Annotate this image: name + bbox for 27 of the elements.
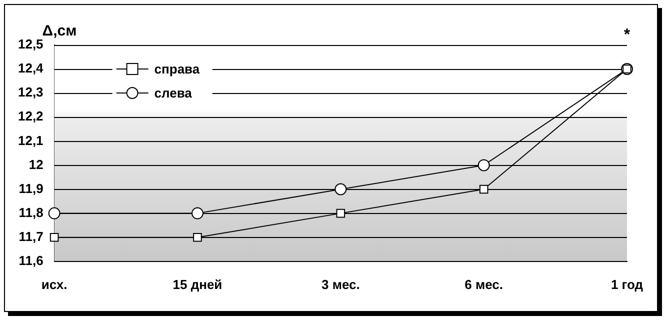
y-tick-label: 12,2 — [18, 108, 44, 124]
x-tick-label: 15 дней — [172, 276, 222, 292]
point — [191, 207, 204, 220]
x-tick-label: исх. — [41, 276, 68, 292]
point — [48, 207, 60, 220]
point — [193, 232, 202, 242]
text: * — [624, 26, 631, 44]
y-tick-label: 12,4 — [18, 60, 44, 76]
y-tick-label: 11,9 — [18, 180, 44, 196]
y-axis-title: Δ,см — [42, 22, 77, 40]
point — [479, 184, 488, 194]
point — [334, 183, 347, 196]
x-tick-label: 6 мес. — [464, 276, 504, 292]
point — [50, 232, 59, 242]
x-tick-label: 1 год — [610, 276, 644, 292]
y-tick-label: 12,3 — [18, 84, 44, 100]
legend-label: слева — [154, 86, 193, 101]
legend-label: справа — [154, 62, 200, 77]
y-tick-label: 12,5 — [18, 36, 44, 52]
y-tick-label: 11,8 — [18, 204, 44, 220]
point — [478, 159, 490, 172]
y-tick-label: 11,7 — [18, 228, 44, 244]
y-tick-label: 11,6 — [18, 252, 44, 268]
point — [336, 208, 346, 218]
x-tick-label: 3 мес. — [321, 276, 360, 292]
y-tick-label: 12 — [28, 156, 44, 172]
y-tick-label: 12,1 — [18, 132, 44, 148]
